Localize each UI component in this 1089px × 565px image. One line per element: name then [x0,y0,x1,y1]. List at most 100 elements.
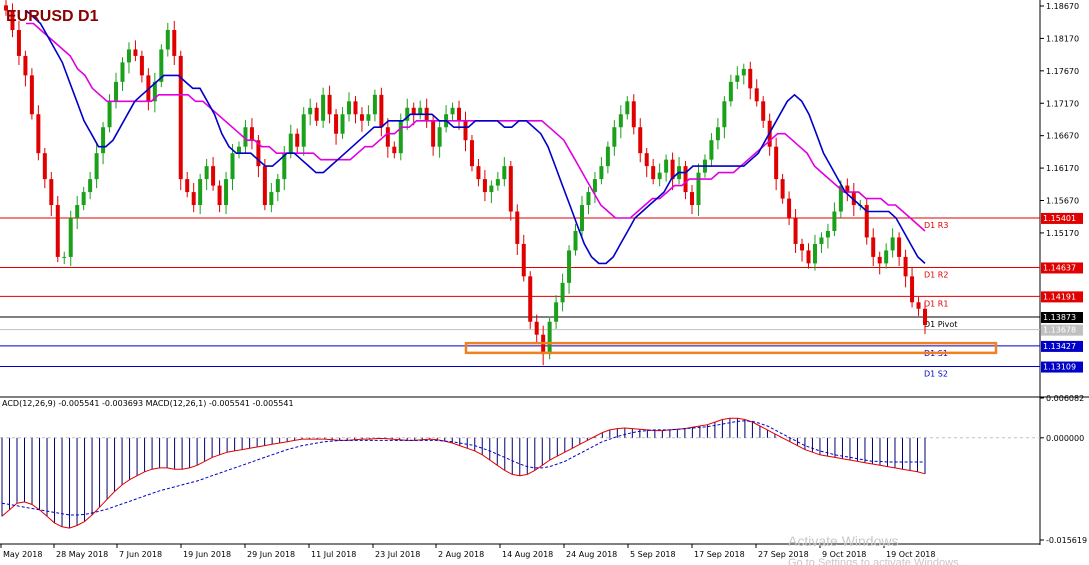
candle-body [191,192,196,206]
candle-body [612,127,617,147]
time-tick-label: 2 Aug 2018 [438,550,484,559]
candle-body [327,94,332,115]
candle-body [411,107,416,115]
macd-panel [0,417,1040,529]
macd-main-line [1,417,926,529]
time-tick-label: 14 Aug 2018 [502,550,553,559]
candle-body [120,62,125,82]
candle-body [541,334,546,355]
candle-body [288,133,293,154]
level-price-tag: 1.13427 [1043,342,1076,351]
candle-body [851,192,856,206]
candle-body [262,166,267,206]
candle-body [774,146,779,180]
candle-body [657,172,662,180]
candle-body [101,127,106,154]
candle-body [728,81,733,102]
candle-body [482,179,487,193]
candle-body [884,250,889,264]
candle-body [877,256,882,264]
candle-body [696,172,701,206]
candle-body [23,55,28,76]
level-price-tag: 1.13109 [1043,363,1076,372]
price-tick-label: 1.17670 [1046,67,1079,76]
moving-averages [25,9,926,265]
candle-body [62,256,67,258]
candle-body [670,159,675,180]
candle-body [748,68,753,89]
watermark-subtitle: Go to Settings to activate Windows. [788,557,962,565]
macd-tick-label: 0.006082 [1046,394,1084,403]
candle-body [528,276,533,322]
candle-body [321,94,326,121]
time-tick-label: 28 May 2018 [56,550,108,559]
candle-body [812,243,817,264]
candle-body [709,140,714,160]
level-name: D1 S2 [924,370,948,379]
level-price-tag: 1.13678 [1043,326,1076,335]
candle-body [644,153,649,167]
candle-body [405,107,410,121]
candle-body [864,205,869,238]
candle-body [4,5,8,11]
candle-body [754,88,759,102]
candle-body [49,179,54,206]
candle-body [495,179,500,186]
candle-body [243,127,248,147]
candle-body [554,302,559,322]
candle-body [94,153,99,180]
candle-body [825,230,830,238]
candle-body [36,114,41,154]
candle-body [224,179,229,206]
ma-fast-line [25,9,926,265]
candle-body [508,166,513,212]
candle-body [787,198,792,219]
candle-body [275,179,280,193]
candle-body [217,185,222,206]
level-price-tag-bg [1041,291,1083,303]
candle-body [340,114,345,134]
price-tick-label: 1.18170 [1046,34,1079,43]
candle-body [605,146,610,167]
candle-body [579,205,584,231]
candle-body [897,237,902,257]
price-tick-label: 1.15670 [1046,197,1079,206]
candle-body [282,153,287,180]
candle-body [560,282,565,303]
candle-body [793,218,798,244]
candle-body [457,107,462,121]
candle-body [55,205,60,257]
price-tick-label: 1.15170 [1046,229,1079,238]
level-name: D1 R2 [924,270,948,279]
macd-signal-line [1,420,925,516]
candle-body [567,250,572,283]
candle-body [722,101,727,128]
support-zone-box [464,341,998,355]
time-tick-label: 24 Aug 2018 [566,550,617,559]
level-name: D1 R1 [924,299,948,308]
candle-body [385,127,390,147]
candle-body [211,166,216,186]
candle-body [16,29,21,56]
time-tick-label: 27 Sep 2018 [758,550,809,559]
candle-body [469,140,474,167]
candle-body [437,127,442,147]
candle-body [845,185,850,193]
candle-body [547,321,552,355]
candle-body [502,166,507,180]
candle-body [586,192,591,206]
candle-body [690,192,695,206]
candle-body [476,166,481,180]
candle-body [133,49,138,56]
support-zone [464,341,998,355]
candle-body [903,256,908,277]
candle-body [372,94,377,115]
time-tick-label: 9 Oct 2018 [822,550,866,559]
candle-body [534,321,539,335]
level-price-tag: 1.14637 [1043,263,1076,272]
candle-body [75,205,80,219]
macd-axis: 0.006082 0.000000 -0.015619 [1040,394,1087,545]
candle-body [832,211,837,231]
level-name: D1 Pivot [924,320,957,329]
